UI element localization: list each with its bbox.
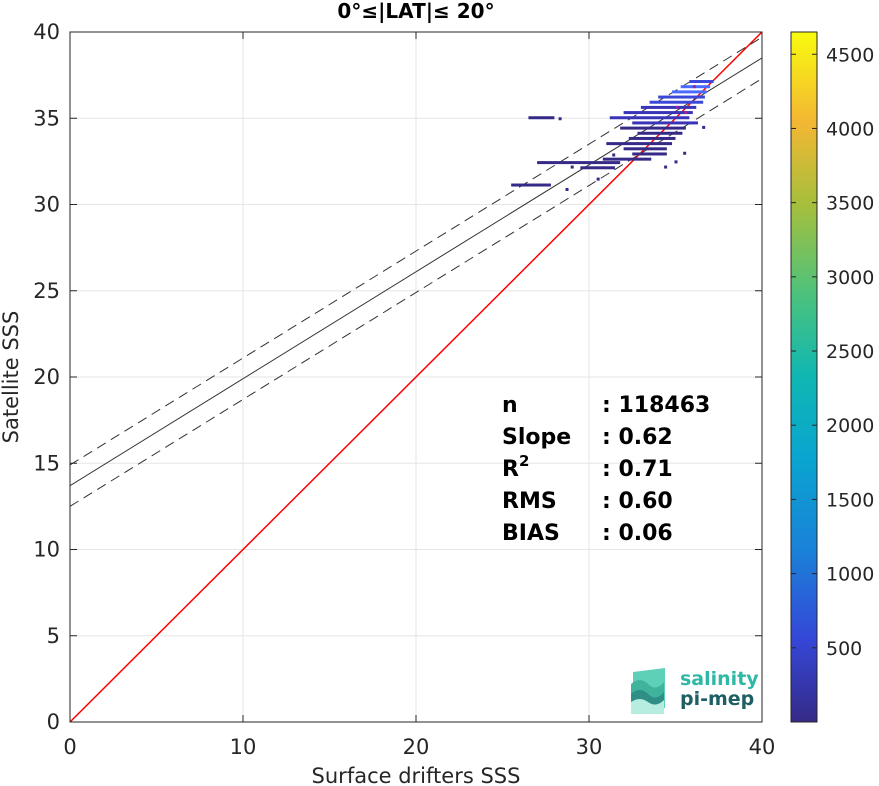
stat-value: : 0.71 <box>602 457 673 482</box>
density-segment <box>689 80 714 84</box>
density-point-high <box>675 105 679 109</box>
density-segment <box>511 183 551 187</box>
logo-line1: salinity <box>680 668 759 690</box>
y-axis-label: Satellite SSS <box>0 311 23 444</box>
density-points <box>511 80 714 191</box>
y-tick-label: 0 <box>47 710 60 734</box>
colorbar-tick-label: 3500 <box>826 193 874 215</box>
stat-label: BIAS <box>502 521 560 546</box>
density-point-high <box>684 111 688 115</box>
stat-value: : 0.60 <box>602 489 673 514</box>
density-point <box>596 177 600 181</box>
chart-title: 0°≤|LAT|≤ 20° <box>337 0 494 23</box>
density-point-high <box>692 85 696 89</box>
density-segment <box>528 116 555 120</box>
density-point <box>664 165 668 169</box>
colorbar-tick-label: 1500 <box>826 489 874 511</box>
density-point <box>674 160 678 164</box>
colorbar-tick-label: 4500 <box>826 44 874 66</box>
y-tick-label: 5 <box>47 624 60 648</box>
density-segment <box>623 147 667 151</box>
density-segment <box>637 131 683 135</box>
stat-label: n <box>502 393 518 418</box>
colorbar-tick-label: 1000 <box>826 564 874 586</box>
y-tick-label: 30 <box>33 193 60 217</box>
stat-label: Slope <box>502 425 571 450</box>
one-to-one-line <box>70 32 762 722</box>
density-segment <box>632 152 667 156</box>
stat-superscript: 2 <box>519 452 529 470</box>
colorbar <box>790 31 818 723</box>
y-tick-label: 15 <box>33 451 60 475</box>
density-point <box>702 125 706 129</box>
x-tick-label: 10 <box>230 735 257 759</box>
salinity-pi-mep-logo: salinity pi-mep <box>631 668 759 714</box>
waves-icon <box>631 668 665 714</box>
stat-value: : 0.06 <box>602 521 673 546</box>
axis-ticks: 0 10 20 30 40 0 5 10 15 20 25 30 35 40 <box>33 20 775 759</box>
x-tick-label: 30 <box>576 735 603 759</box>
density-segment <box>640 105 697 109</box>
density-segment <box>623 111 693 115</box>
x-tick-label: 0 <box>63 735 76 759</box>
density-segment <box>632 121 698 125</box>
density-segment <box>620 126 686 130</box>
density-segment <box>602 157 652 161</box>
density-segment <box>537 161 621 165</box>
y-tick-label: 40 <box>33 20 60 44</box>
stat-value: : 118463 <box>602 393 710 418</box>
density-segment <box>628 136 676 140</box>
colorbar-tick-label: 2000 <box>826 415 874 437</box>
density-segment <box>580 166 615 170</box>
density-segment <box>609 116 690 120</box>
density-point <box>565 187 569 191</box>
colorbar-tick-label: 500 <box>826 638 862 660</box>
density-segment <box>606 142 673 146</box>
logo-line2: pi-mep <box>680 688 754 710</box>
colorbar-ticks: 500 1000 1500 2000 2500 3000 3500 4000 4500 <box>791 44 874 660</box>
density-segment <box>658 95 705 99</box>
x-axis-label: Surface drifters SSS <box>312 764 521 786</box>
y-tick-label: 35 <box>33 106 60 130</box>
stat-label: RMS <box>502 489 557 514</box>
y-tick-label: 25 <box>33 279 60 303</box>
x-tick-label: 20 <box>403 735 430 759</box>
y-tick-label: 20 <box>33 365 60 389</box>
colorbar-tick-label: 2500 <box>826 341 874 363</box>
y-tick-label: 10 <box>33 538 60 562</box>
colorbar-tick-label: 3000 <box>826 267 874 289</box>
density-point <box>612 153 616 157</box>
colorbar-tick-label: 4000 <box>826 118 874 140</box>
density-segment <box>649 100 704 104</box>
density-point <box>683 151 687 155</box>
stat-value: : 0.62 <box>602 425 673 450</box>
density-segment <box>672 90 707 94</box>
x-tick-label: 40 <box>749 735 776 759</box>
density-point <box>570 165 574 169</box>
density-point <box>558 117 562 121</box>
